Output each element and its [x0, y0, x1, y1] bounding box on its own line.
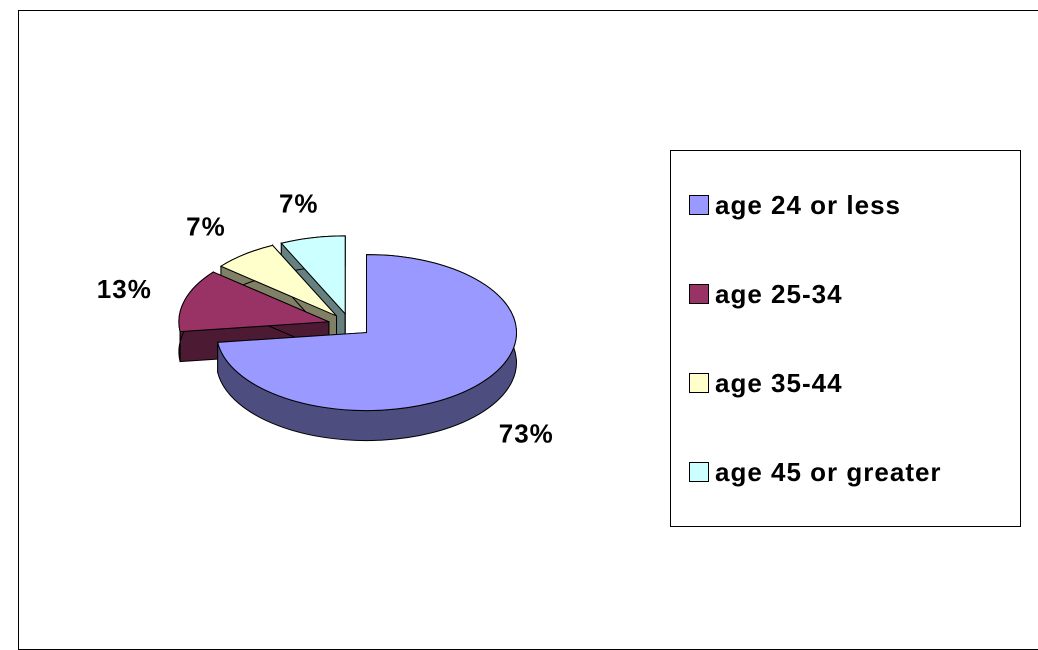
slice-top: [217, 254, 517, 412]
chart: 73% 13% 7% 7%: [97, 189, 554, 449]
page: 73% 13% 7% 7% age 24 or less age 25-34 age 35…: [18, 10, 1038, 650]
legend-swatch: [689, 284, 709, 305]
legend-swatch: [689, 461, 709, 482]
legend-label: age 45 or greater: [715, 456, 942, 487]
slice: [217, 254, 517, 442]
legend-entry: age 35-44: [689, 365, 1010, 401]
legend-entry: age 25-34: [689, 276, 1010, 312]
data-label: 7%: [186, 211, 226, 241]
legend-entry: age 45 or greater: [689, 454, 1010, 490]
legend-entry: age 24 or less: [689, 187, 1010, 223]
legend-swatch: [689, 372, 709, 393]
legend-swatch: [689, 195, 709, 216]
slice-top: [219, 244, 337, 317]
legend-label: age 24 or less: [715, 190, 901, 221]
slice-top: [178, 271, 330, 333]
data-label: 7%: [279, 189, 319, 219]
data-label: 73%: [499, 419, 554, 449]
legend-label: age 25-34: [715, 279, 843, 310]
legend: age 24 or less age 25-34 age 35-44 age 45 o…: [670, 150, 1021, 527]
legend-label: age 35-44: [715, 367, 843, 398]
slice-top: [280, 235, 346, 316]
data-label: 13%: [97, 274, 152, 304]
